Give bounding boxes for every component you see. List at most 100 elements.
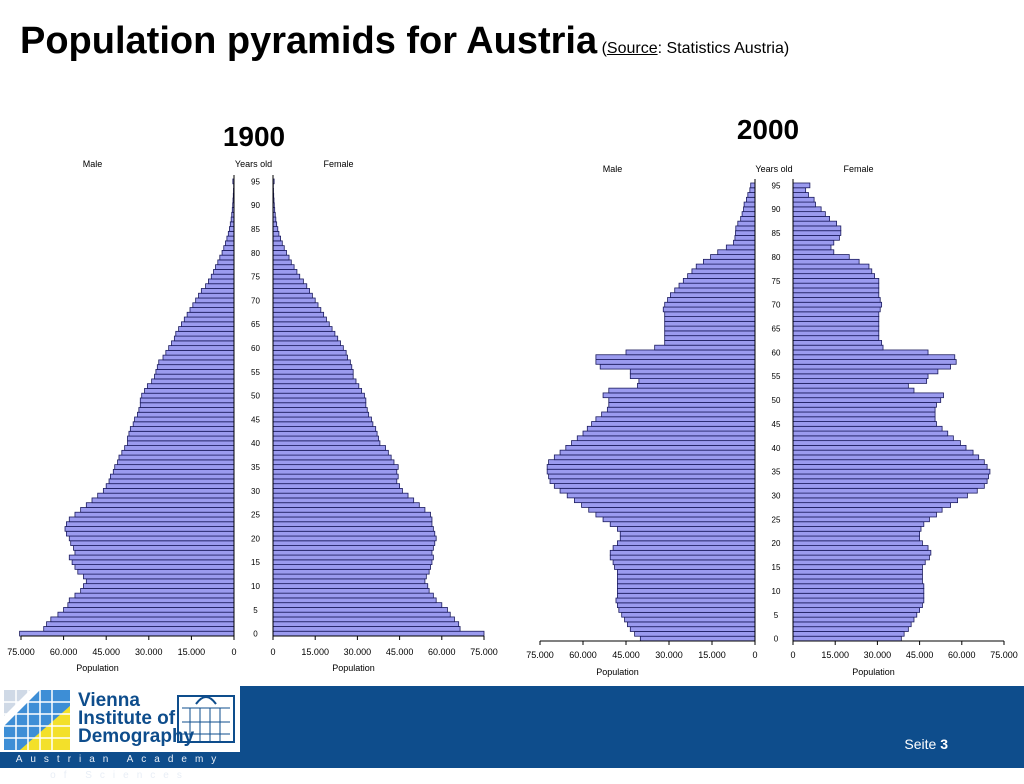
bar-male-age-18 [610, 550, 755, 555]
bar-male-age-75 [683, 278, 755, 283]
bar-female-age-87 [793, 221, 837, 226]
bar-female-age-42 [793, 436, 953, 441]
bar-female-age-62 [793, 340, 882, 345]
bar-male-age-24 [610, 522, 755, 527]
bar-female-age-84 [793, 235, 839, 240]
bar-male-age-2 [630, 627, 755, 632]
bar-male-age-49 [609, 402, 755, 407]
bar-female-age-92 [793, 197, 814, 202]
bar-female-age-76 [793, 274, 875, 279]
bar-male-age-39 [560, 450, 755, 455]
bar-male-age-79 [703, 259, 755, 264]
bar-female-age-37 [793, 460, 984, 465]
bar-male-age-44 [587, 426, 755, 431]
female-x-tick-label: 60.000 [948, 650, 976, 660]
bar-female-age-31 [793, 488, 977, 493]
bar-male-age-40 [566, 445, 755, 450]
female-x-tick-label: 75.000 [990, 650, 1018, 660]
bar-male-age-76 [688, 274, 755, 279]
bar-male-age-37 [549, 460, 755, 465]
age-tick-label: 60 [772, 348, 781, 357]
bar-female-age-7 [793, 603, 922, 608]
bar-female-age-83 [793, 240, 834, 245]
bar-male-age-27 [589, 507, 755, 512]
bar-male-age-25 [603, 517, 755, 522]
bar-male-age-10 [617, 589, 755, 594]
male-x-tick-label: 30.000 [655, 650, 683, 660]
age-tick-label: 15 [772, 563, 781, 572]
bar-female-age-58 [793, 360, 956, 365]
bar-female-age-70 [793, 302, 882, 307]
bar-female-age-91 [793, 202, 816, 207]
bar-female-age-71 [793, 298, 880, 303]
page-label: Seite [904, 736, 936, 752]
bar-male-age-17 [610, 555, 755, 560]
female-x-tick-label: 0 [790, 650, 795, 660]
bar-female-age-14 [793, 569, 922, 574]
bar-female-age-81 [793, 250, 834, 255]
bar-female-age-93 [793, 193, 808, 198]
bar-male-age-30 [567, 493, 755, 498]
bar-male-age-92 [746, 197, 755, 202]
bar-female-age-68 [793, 312, 879, 317]
female-x-tick-label: 15.000 [821, 650, 849, 660]
bar-male-age-58 [596, 360, 755, 365]
bar-female-age-54 [793, 379, 927, 384]
page-number-value: 3 [940, 736, 948, 752]
bar-male-age-14 [617, 569, 755, 574]
bar-female-age-24 [793, 522, 924, 527]
bar-female-age-69 [793, 307, 880, 312]
age-tick-label: 55 [772, 372, 781, 381]
bar-female-age-9 [793, 593, 924, 598]
bar-male-age-53 [637, 383, 755, 388]
bar-male-age-12 [617, 579, 755, 584]
bar-male-age-66 [665, 321, 755, 326]
female-x-tick-label: 45.000 [906, 650, 934, 660]
bar-male-age-33 [550, 479, 755, 484]
bar-female-age-11 [793, 584, 924, 589]
bar-male-age-22 [620, 531, 755, 536]
bar-female-age-51 [793, 393, 944, 398]
bar-male-age-68 [665, 312, 755, 317]
bar-female-age-74 [793, 283, 879, 288]
bar-female-age-63 [793, 336, 879, 341]
age-tick-label: 90 [772, 205, 781, 214]
bar-female-age-39 [793, 450, 973, 455]
male-axis-title: Population [596, 667, 639, 677]
bar-male-age-77 [692, 269, 755, 274]
bar-male-age-61 [655, 345, 755, 350]
page-number: Seite 3 [904, 736, 948, 752]
bar-female-age-78 [793, 264, 869, 269]
bar-female-age-67 [793, 317, 879, 322]
bar-male-age-57 [600, 364, 755, 369]
bar-female-age-72 [793, 293, 879, 298]
bar-male-age-8 [616, 598, 755, 603]
bar-male-age-89 [742, 212, 755, 217]
bar-female-age-56 [793, 369, 938, 374]
bar-male-age-86 [736, 226, 755, 231]
bar-female-age-10 [793, 589, 924, 594]
bar-female-age-4 [793, 617, 914, 622]
bar-male-age-78 [696, 264, 755, 269]
female-axis-title: Population [852, 667, 895, 677]
age-tick-label: 85 [772, 229, 781, 238]
bar-female-age-59 [793, 355, 955, 360]
bar-female-age-15 [793, 565, 922, 570]
age-tick-label: 40 [772, 444, 781, 453]
bar-female-age-53 [793, 383, 908, 388]
bar-male-age-91 [744, 202, 755, 207]
bar-female-age-1 [793, 631, 904, 636]
bar-female-age-80 [793, 255, 849, 260]
bar-male-age-62 [665, 340, 755, 345]
bar-male-age-19 [613, 546, 755, 551]
bar-male-age-31 [560, 488, 755, 493]
bar-male-age-13 [617, 574, 755, 579]
bar-male-age-41 [572, 441, 755, 446]
bar-female-age-60 [793, 350, 928, 355]
bar-male-age-11 [617, 584, 755, 589]
bar-male-age-34 [549, 474, 755, 479]
bar-male-age-23 [617, 527, 755, 532]
male-header: Male [603, 164, 623, 174]
bar-male-age-26 [596, 512, 755, 517]
